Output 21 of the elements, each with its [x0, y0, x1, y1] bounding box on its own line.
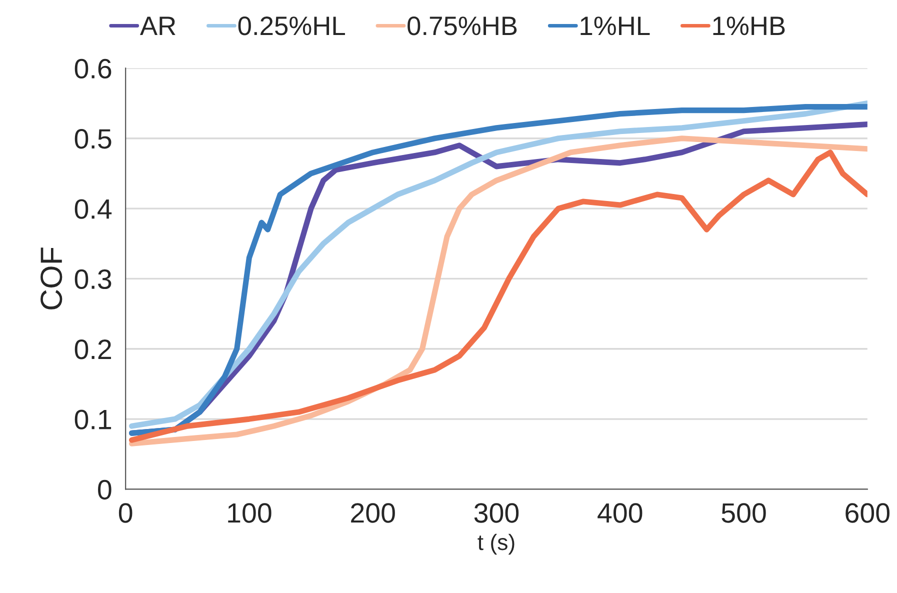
y-tick-label: 0 — [98, 480, 112, 500]
x-axis-title: t (s) — [478, 534, 514, 555]
y-tick-label: 0.5 — [74, 129, 112, 149]
x-tick-label: 300 — [474, 503, 519, 523]
y-tick-label: 0.4 — [74, 199, 112, 219]
y-axis-title: COF — [40, 248, 62, 310]
y-tick-label: 0.3 — [74, 269, 112, 290]
x-tick-label: 500 — [722, 503, 766, 523]
legend-label: 1%HB — [713, 16, 785, 36]
legend-label: AR — [140, 16, 176, 35]
y-tick-label: 0.6 — [74, 58, 112, 79]
x-tick-label: 100 — [228, 503, 272, 523]
y-tick-label: 0.1 — [74, 410, 112, 430]
x-tick-label: 200 — [351, 503, 395, 523]
x-tick-label: 600 — [846, 503, 890, 523]
legend-label: 0.25%HL — [238, 16, 345, 36]
legend-label: 1%HL — [580, 16, 650, 36]
y-tick-label: 0.2 — [74, 340, 111, 360]
x-tick-label: 400 — [598, 503, 642, 523]
x-tick-label: 0 — [118, 503, 132, 523]
legend-label: 0.75%HB — [408, 16, 517, 36]
